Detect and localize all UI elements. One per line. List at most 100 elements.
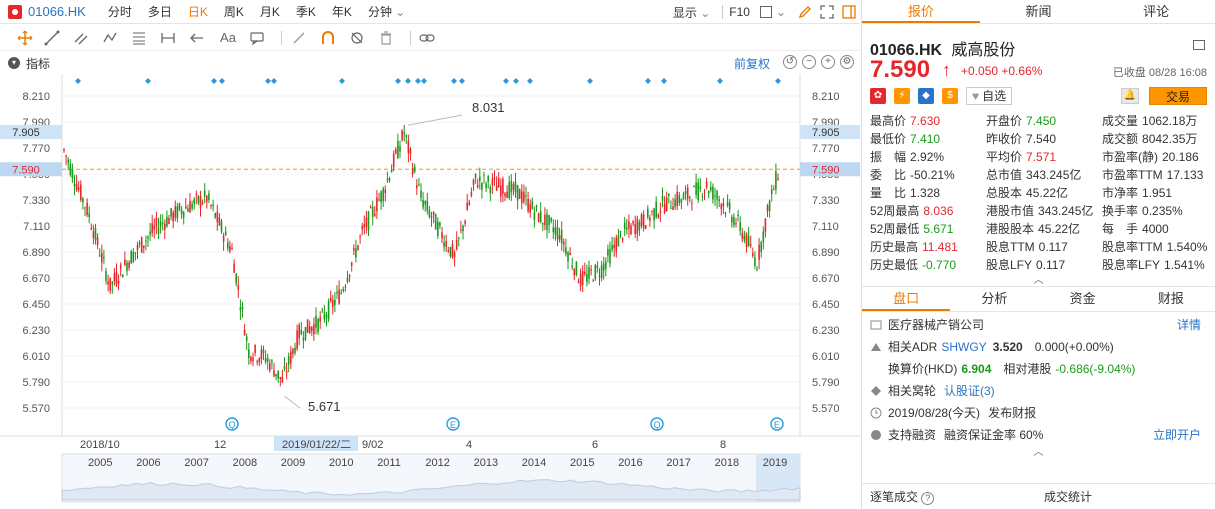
detail-link[interactable]: 详情	[1176, 318, 1201, 332]
tab-minute-label: 分钟	[367, 4, 392, 19]
tab-minute[interactable]: 分钟 ⌄	[360, 0, 413, 24]
chevron-down-icon[interactable]: ⌄	[775, 5, 786, 19]
range-tool-icon[interactable]	[159, 29, 181, 47]
overview-area	[61, 479, 801, 501]
warrant-link[interactable]: 认股证(3)	[944, 384, 995, 398]
chevron-up-icon[interactable]: ︿	[1033, 447, 1044, 458]
link-icon[interactable]	[417, 29, 439, 47]
overview-year-label: 2011	[377, 457, 401, 469]
tab-order-book[interactable]: 盘口	[862, 287, 951, 311]
candle-body	[558, 235, 561, 240]
wave-tool-icon[interactable]	[101, 29, 123, 47]
display-menu[interactable]: 显示 ⌄	[673, 4, 710, 21]
quote-value: 8042.35万	[1142, 132, 1198, 146]
signal-badge-icon[interactable]: ⚡	[894, 88, 910, 104]
help-icon[interactable]: ?	[921, 492, 935, 505]
tab-yearly-k[interactable]: 年K	[331, 4, 352, 19]
reset-icon[interactable]: ↺	[783, 55, 797, 69]
chevron-up-icon[interactable]: ︿	[1033, 275, 1044, 286]
bell-icon[interactable]: 🔔	[1121, 88, 1139, 104]
candle-body	[481, 183, 483, 190]
candle-body	[399, 145, 401, 152]
chart-symbol[interactable]: 01066.HK	[28, 4, 86, 19]
crosshair-icon[interactable]	[14, 29, 36, 47]
candle-body	[185, 206, 187, 209]
candle-body	[338, 289, 340, 304]
magnet-icon[interactable]	[317, 29, 339, 47]
candle-body	[325, 314, 328, 318]
price-tick-label: 5.790	[812, 377, 840, 389]
candle-body	[638, 221, 641, 231]
dollar-badge-icon[interactable]: $	[942, 88, 958, 104]
tab-intraday[interactable]: 分时	[107, 4, 132, 19]
settings-icon[interactable]: ⚙	[840, 55, 854, 69]
quote-key: 昨收价	[986, 132, 1023, 146]
indicator-label[interactable]: 指标	[26, 56, 51, 71]
tag-badge-icon[interactable]: ◆	[918, 88, 934, 104]
event-dot	[211, 78, 217, 84]
collapse-icon[interactable]: ▾	[8, 57, 20, 69]
candle-body	[434, 214, 437, 230]
hide-drawings-icon[interactable]	[346, 29, 368, 47]
kline-chart[interactable]: 8.2107.9907.7707.5507.3307.1106.8906.670…	[0, 74, 860, 509]
tab-financials[interactable]: 财报	[1157, 291, 1184, 306]
quote-key: 市净率	[1102, 186, 1139, 200]
overview-year-label: 2009	[281, 457, 305, 469]
candle-body	[323, 312, 326, 320]
line-tool-icon[interactable]	[43, 29, 65, 47]
fuquan-selector[interactable]: 前复权	[733, 57, 770, 71]
candle-body	[130, 251, 132, 264]
tab-monthly-k[interactable]: 月K	[259, 4, 280, 19]
pencil-icon[interactable]	[797, 4, 813, 20]
trade-button[interactable]: 交易	[1149, 87, 1207, 105]
zoom-in-icon[interactable]: +	[821, 55, 835, 69]
candle-body	[174, 206, 177, 218]
overview-year-label: 2015	[570, 457, 594, 469]
sidebar-toggle-icon[interactable]	[841, 4, 857, 20]
panel-tabs: 报价 新闻 评论	[862, 0, 1215, 24]
arrow-tool-icon[interactable]	[188, 29, 210, 47]
comment-tool-icon[interactable]	[246, 29, 268, 47]
adr-code-link[interactable]: SHWGY	[941, 340, 987, 354]
candle-body	[754, 257, 756, 266]
candle-body	[193, 199, 195, 204]
tick-trades-tab[interactable]: 逐笔成交 ?	[870, 488, 935, 505]
expand-icon[interactable]	[1193, 40, 1205, 50]
fullscreen-icon[interactable]	[819, 4, 835, 20]
candle-body	[182, 211, 185, 218]
f10-button[interactable]: F10	[722, 5, 750, 19]
layout-icon[interactable]	[759, 6, 772, 18]
candle-body	[229, 245, 231, 252]
fib-tool-icon[interactable]	[130, 29, 152, 47]
open-account-link[interactable]: 立即开户	[1152, 428, 1201, 442]
candle-body	[416, 185, 418, 189]
candle-body	[581, 270, 584, 285]
candle-body	[164, 223, 166, 230]
quote-panel: 报价 新闻 评论 01066.HK 威高股份 7.590 ↑ +0.050 +0…	[861, 0, 1215, 509]
channel-tool-icon[interactable]	[72, 29, 94, 47]
price-tick-label: 6.450	[22, 299, 50, 311]
trash-icon[interactable]	[375, 29, 397, 47]
ruler-icon[interactable]	[288, 29, 310, 47]
tab-multi-day[interactable]: 多日	[147, 4, 172, 19]
quote-cell: 历史最高 11.481	[870, 238, 958, 256]
tab-quote[interactable]: 报价	[862, 0, 980, 23]
tab-analysis[interactable]: 分析	[981, 291, 1008, 306]
trade-stats-tab[interactable]: 成交统计	[1044, 490, 1093, 504]
tab-daily-k[interactable]: 日K	[187, 4, 208, 19]
tab-weekly-k[interactable]: 周K	[223, 4, 244, 19]
text-tool-icon[interactable]: Aa	[220, 30, 236, 45]
candle-body	[686, 187, 689, 200]
price-highlight-label: 7.590	[812, 164, 840, 176]
candle-body	[653, 208, 655, 221]
tab-comments[interactable]: 评论	[1143, 4, 1170, 19]
tab-news[interactable]: 新闻	[1025, 4, 1052, 19]
tab-quarterly-k[interactable]: 季K	[295, 4, 316, 19]
add-watchlist-button[interactable]: ♥ 自选	[966, 87, 1013, 105]
quote-cell: 开盘价 7.450	[986, 112, 1056, 130]
tab-capital[interactable]: 资金	[1069, 291, 1096, 306]
candle-body	[617, 235, 620, 247]
hk-badge-icon[interactable]: ✿	[870, 88, 886, 104]
candle-body	[117, 280, 120, 284]
zoom-out-icon[interactable]: −	[802, 55, 816, 69]
